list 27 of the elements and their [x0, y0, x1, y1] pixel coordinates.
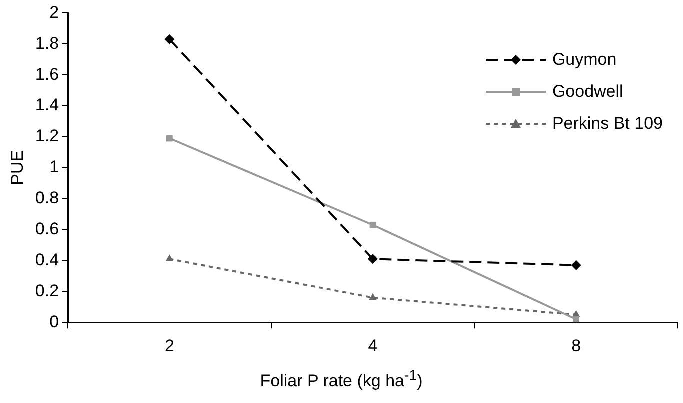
legend-label: Perkins Bt 109 [552, 114, 663, 134]
point [571, 260, 582, 270]
point [369, 293, 377, 300]
y-tick-label: 0.4 [35, 250, 60, 270]
point [370, 222, 376, 228]
legend-label: Goodwell [552, 82, 624, 102]
x-axis-title: Foliar P rate (kg ha$^{-1}$) [259, 368, 424, 392]
x-tick-label: 2 [164, 336, 174, 356]
legend-label: Guymon [552, 50, 617, 70]
y-tick-label: 1.2 [35, 126, 60, 146]
point [166, 254, 174, 262]
y-tick-label: 1.8 [35, 34, 60, 53]
y-tick-label: 1.6 [35, 64, 60, 84]
x-tick-label: 8 [572, 336, 582, 356]
point [573, 316, 580, 323]
y-tick-label: 2 [50, 2, 60, 22]
y-tick-label: 0.8 [35, 188, 60, 208]
y-axis-title: PUE [8, 150, 27, 186]
y-tick-label: 0.6 [35, 219, 60, 238]
y-tick-label: 1 [50, 158, 60, 177]
point [164, 34, 175, 44]
y-tick-label: 0 [50, 312, 60, 332]
y-tick-label: 0.2 [35, 281, 60, 300]
point [166, 135, 173, 142]
x-tick-label: 4 [368, 336, 378, 356]
point [368, 254, 378, 264]
y-tick-label: 1.4 [35, 96, 60, 115]
